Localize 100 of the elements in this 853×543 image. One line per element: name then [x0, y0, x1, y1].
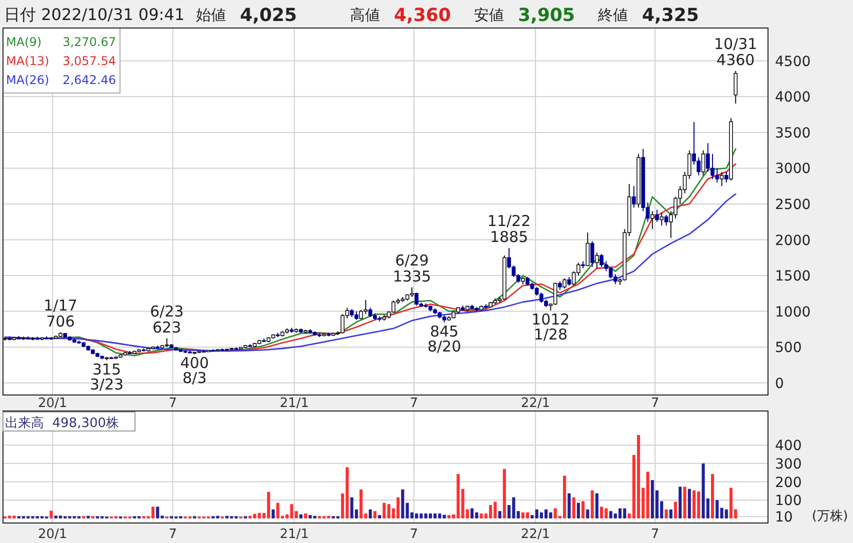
y-tick-label: 300	[775, 456, 802, 472]
bar	[313, 516, 316, 518]
text: 4,325	[642, 5, 699, 26]
annotation: 11/22 1885	[487, 212, 531, 246]
y-tick-label: 0	[775, 376, 784, 392]
candlestick	[650, 210, 654, 230]
candlestick	[664, 214, 668, 226]
annotation: 315 3/23	[90, 360, 124, 394]
x-tick-label: 20/1	[38, 527, 68, 542]
bar	[568, 493, 571, 518]
bar	[401, 489, 404, 518]
bar	[729, 488, 733, 518]
bar	[688, 488, 691, 518]
bar	[368, 509, 372, 518]
bar	[590, 490, 594, 518]
bar	[498, 511, 502, 518]
x-tick-label: 7	[168, 527, 177, 542]
bar	[586, 509, 590, 518]
text: 4,360	[394, 5, 451, 26]
bar	[669, 509, 672, 518]
bar	[636, 435, 640, 518]
x-tick-label: 21/1	[280, 527, 309, 542]
text: 始値	[196, 6, 226, 24]
candlestick	[734, 70, 738, 104]
x-tick-label: 7	[650, 527, 660, 542]
x-tick-label: 22/1	[520, 527, 550, 542]
bar	[582, 501, 585, 518]
annotation: 845 8/20	[427, 322, 462, 356]
candlestick	[632, 186, 636, 208]
bar	[664, 509, 668, 518]
x-tick-label: 22/1	[520, 396, 550, 411]
candlestick	[660, 212, 664, 226]
annotation: 1/17 706	[44, 296, 78, 330]
bar	[674, 502, 678, 518]
y-tick-label: 2000	[775, 232, 811, 249]
x-tick-label: 7	[168, 396, 177, 411]
bar	[502, 468, 506, 518]
bar	[378, 515, 382, 518]
y-tick-label: 4000	[775, 90, 811, 106]
candlestick	[655, 209, 659, 222]
bar	[272, 509, 275, 518]
y-tick-label: 1000	[775, 304, 811, 320]
bar	[248, 516, 252, 518]
bar	[294, 511, 298, 518]
y-axis-title: (万株)	[812, 509, 848, 524]
candlestick	[590, 240, 594, 268]
bar	[600, 506, 604, 518]
candlestick	[701, 150, 706, 176]
annotation: 3,270.67	[62, 35, 116, 49]
bar	[442, 514, 446, 518]
bar	[373, 511, 376, 518]
y-tick-label: 2500	[775, 196, 811, 213]
y-tick-label: 500	[775, 340, 802, 356]
annotation: 10/31 4360	[714, 34, 758, 69]
bar	[572, 497, 576, 518]
text: MA(26)	[6, 73, 50, 87]
bar	[308, 515, 312, 518]
y-tick-label: 4500	[775, 54, 811, 70]
y-tick-label: 400	[775, 438, 802, 454]
bar	[360, 489, 363, 518]
x-tick-label: 7	[410, 527, 418, 542]
x-tick-label: 7	[410, 396, 418, 411]
y-tick-label: 10	[775, 510, 793, 526]
annotation: 400 8/3	[180, 354, 209, 388]
bar	[683, 486, 686, 518]
bar	[678, 486, 682, 518]
line-series	[4, 193, 736, 352]
y-tick-label: 3000	[775, 161, 811, 178]
bar	[304, 513, 308, 518]
bar	[530, 515, 534, 518]
candlestick	[720, 171, 724, 187]
chart-title: 日付 2022/10/31 09:41	[4, 5, 184, 24]
bar	[151, 506, 154, 518]
x-tick-label: 7	[650, 396, 660, 411]
annotation: 6/29 1335	[392, 251, 432, 286]
candlestick	[562, 278, 566, 289]
text: 4,025	[240, 5, 297, 26]
y-tick-label: 100	[775, 493, 802, 510]
bar	[86, 516, 90, 518]
chart-title: 出来高 498,300株	[5, 416, 120, 431]
bar	[618, 508, 622, 518]
candlestick	[724, 171, 728, 184]
x-tick-label: 21/1	[280, 396, 309, 411]
bar	[516, 511, 520, 518]
y-tick-label: 200	[775, 474, 802, 491]
text: MA(13)	[6, 54, 50, 68]
candlestick	[586, 232, 590, 267]
y-tick-label: 3500	[775, 125, 811, 142]
bar	[299, 514, 302, 518]
annotation: 2,642.46	[62, 73, 116, 87]
bar	[692, 490, 696, 518]
text: MA(9)	[6, 35, 42, 49]
bar	[576, 502, 580, 518]
annotation: 1012 1/28	[532, 310, 570, 344]
bar	[710, 474, 714, 518]
x-tick-label: 20/1	[38, 396, 68, 411]
candlestick	[594, 252, 599, 269]
text: 安値	[474, 6, 504, 24]
text: 高値	[350, 6, 380, 24]
annotation: 6/23 623	[150, 302, 184, 336]
